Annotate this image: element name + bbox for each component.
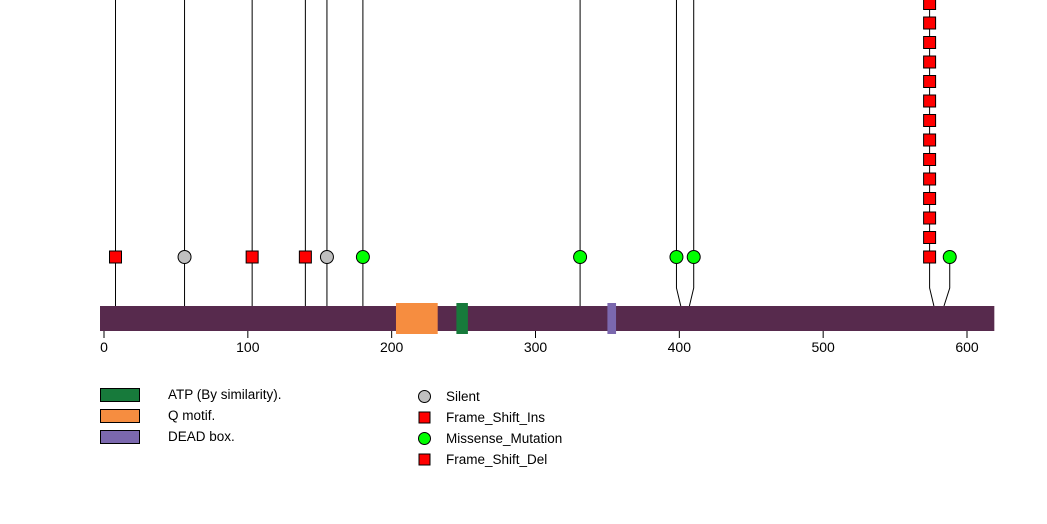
frame-shift-ins-marker-square (418, 411, 431, 424)
axis-tick-label: 100 (236, 339, 260, 355)
domain-swatch-qmotif-rect (100, 408, 140, 423)
legend-item-atp: ATP (By similarity). (100, 384, 282, 405)
mutation-marker-circle (942, 250, 957, 264)
mutation-marker-square (298, 250, 312, 264)
axis-tick-label: 500 (811, 339, 835, 355)
domain-dead-box (607, 303, 617, 334)
frame-shift-del-marker-icon (418, 453, 431, 466)
legend-label-frame-shift-del: Frame_Shift_Del (446, 452, 548, 467)
mutation-marker-square (923, 16, 937, 30)
missense-marker-icon (418, 432, 431, 445)
legend-item-silent: Silent (415, 386, 562, 407)
domain-swatch-atp-icon (100, 387, 140, 402)
axis-tick-label: 300 (524, 339, 548, 355)
legend-label-silent: Silent (446, 389, 480, 404)
protein-backbone (100, 306, 995, 331)
mutation-marker-square (923, 153, 937, 166)
legend-label-atp: ATP (By similarity). (168, 387, 282, 402)
legend-item-deadbox: DEAD box. (100, 426, 282, 447)
mutation-type-legend: Silent Frame_Shift_Ins Missense_Mutation… (415, 386, 562, 470)
mutation-stem (675, 0, 682, 307)
legend-item-frame-shift-ins: Frame_Shift_Ins (415, 407, 562, 428)
mutation-marker-square (923, 94, 937, 108)
lollipop-plot: 0 100 200 300 400 500 600 (100, 0, 995, 355)
silent-marker-icon (418, 390, 431, 403)
silent-marker-circle (418, 390, 431, 403)
domain-swatch-deadbox-icon (100, 429, 140, 444)
mutation-marker-square (109, 250, 123, 264)
frame-shift-del-marker-square (418, 453, 431, 466)
mutation-marker-square (923, 231, 937, 244)
legend-label-deadbox: DEAD box. (168, 429, 235, 444)
domain-legend: ATP (By similarity). Q motif. DEAD box. (100, 384, 282, 447)
domain-q-motif (395, 303, 438, 334)
axis-tick-label: 400 (668, 339, 692, 355)
mutation-stem (688, 0, 695, 307)
legend-item-frame-shift-del: Frame_Shift_Del (415, 449, 562, 470)
axis-tick-label: 600 (955, 339, 979, 355)
mutation-marker-square (923, 55, 937, 69)
mutation-marker-circle (355, 250, 370, 264)
legend-label-frame-shift-ins: Frame_Shift_Ins (446, 410, 546, 425)
mutation-marker-circle (686, 250, 701, 264)
missense-marker-circle (418, 432, 431, 445)
mutation-marker-square (245, 250, 259, 264)
legend-label-qmotif: Q motif. (168, 408, 216, 423)
mutation-marker-square (923, 133, 937, 147)
domain-swatch-qmotif-icon (100, 408, 140, 423)
domain-swatch-deadbox-rect (100, 429, 140, 444)
mutation-marker-circle (669, 250, 684, 264)
mutation-marker-square (923, 75, 937, 88)
mutation-marker-square (923, 250, 937, 264)
legend-item-missense: Missense_Mutation (415, 428, 562, 449)
mutation-stem (943, 257, 951, 307)
axis-tick-label: 200 (380, 339, 404, 355)
legend-item-qmotif: Q motif. (100, 405, 282, 426)
legend-label-missense: Missense_Mutation (446, 431, 563, 446)
mutation-marker-circle (319, 250, 334, 264)
frame-shift-ins-marker-icon (418, 411, 431, 424)
mutation-marker-square (923, 172, 937, 186)
mutation-marker-square (923, 36, 937, 49)
mutation-marker-square (923, 192, 937, 205)
mutation-marker-square (923, 0, 937, 10)
mutation-marker-circle (573, 250, 588, 264)
domain-atp-by-similarity (456, 303, 468, 334)
domain-swatch-atp-rect (100, 387, 140, 402)
mutation-marker-square (923, 114, 937, 127)
mutation-marker-square (923, 211, 937, 225)
mutation-marker-circle (177, 250, 192, 264)
axis-tick-label: 0 (100, 339, 108, 355)
